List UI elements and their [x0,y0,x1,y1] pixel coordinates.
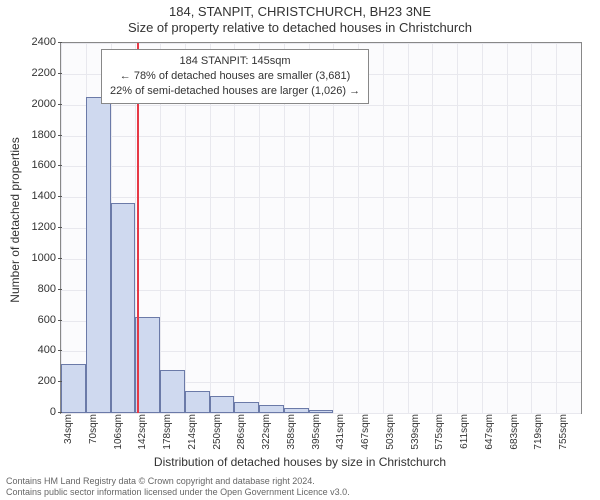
annotation-line: 22% of semi-detached houses are larger (… [110,84,360,99]
x-axis-label: Distribution of detached houses by size … [0,455,600,469]
histogram-bar [234,402,259,413]
x-tick-label: 719sqm [533,414,544,450]
grid-line-v [507,43,508,413]
chart-container: 184, STANPIT, CHRISTCHURCH, BH23 3NE Siz… [0,0,600,500]
histogram-bar [210,396,235,413]
attribution-line: Contains public sector information licen… [6,487,350,497]
x-tick-label: 575sqm [434,414,445,450]
histogram-bar [86,97,111,413]
grid-line-v [408,43,409,413]
histogram-bar [309,410,334,413]
attribution-line: Contains HM Land Registry data © Crown c… [6,476,350,486]
grid-line-v [383,43,384,413]
y-tick-label: 400 [16,344,56,356]
x-tick-label: 358sqm [286,414,297,450]
x-tick-label: 178sqm [162,414,173,450]
x-tick-label: 755sqm [558,414,569,450]
x-tick-label: 611sqm [459,414,470,449]
annotation-line: 184 STANPIT: 145sqm [110,54,360,69]
grid-line-v [482,43,483,413]
x-tick-label: 214sqm [187,414,198,450]
y-tick-label: 1600 [16,159,56,171]
x-tick-label: 106sqm [113,414,124,450]
x-tick-label: 70sqm [88,414,99,444]
histogram-bar [111,203,136,413]
grid-line-v [432,43,433,413]
annotation-line: ← 78% of detached houses are smaller (3,… [110,69,360,84]
histogram-bar [185,391,210,413]
y-tick-label: 600 [16,314,56,326]
histogram-bar [61,364,86,413]
x-tick-label: 286sqm [236,414,247,450]
grid-line-v [61,43,62,413]
chart-title: Size of property relative to detached ho… [0,20,600,35]
plot-area: 184 STANPIT: 145sqm ← 78% of detached ho… [60,42,582,414]
grid-line-v [457,43,458,413]
y-tick-label: 2200 [16,67,56,79]
x-tick-label: 431sqm [335,414,346,450]
y-tick-label: 2000 [16,98,56,110]
grid-line-v [531,43,532,413]
histogram-bar [160,370,185,413]
y-tick-label: 1800 [16,129,56,141]
histogram-bar [259,405,284,413]
x-tick-label: 683sqm [509,414,520,450]
y-tick-label: 1400 [16,190,56,202]
x-tick-label: 467sqm [360,414,371,450]
histogram-bar [284,408,309,413]
y-tick-label: 800 [16,283,56,295]
x-tick-label: 34sqm [63,414,74,444]
grid-line-v [556,43,557,413]
x-tick-label: 322sqm [261,414,272,450]
x-tick-label: 142sqm [137,414,148,450]
x-tick-label: 250sqm [212,414,223,450]
y-tick-label: 2400 [16,36,56,48]
y-tick-label: 0 [16,406,56,418]
x-tick-label: 503sqm [385,414,396,450]
annotation-box: 184 STANPIT: 145sqm ← 78% of detached ho… [101,49,369,104]
y-tick-label: 200 [16,375,56,387]
attribution-text: Contains HM Land Registry data © Crown c… [6,476,350,497]
x-tick-label: 647sqm [484,414,495,450]
x-tick-label: 395sqm [311,414,322,450]
y-tick-label: 1200 [16,221,56,233]
x-tick-label: 539sqm [410,414,421,450]
y-tick-label: 1000 [16,252,56,264]
chart-supertitle: 184, STANPIT, CHRISTCHURCH, BH23 3NE [0,4,600,19]
